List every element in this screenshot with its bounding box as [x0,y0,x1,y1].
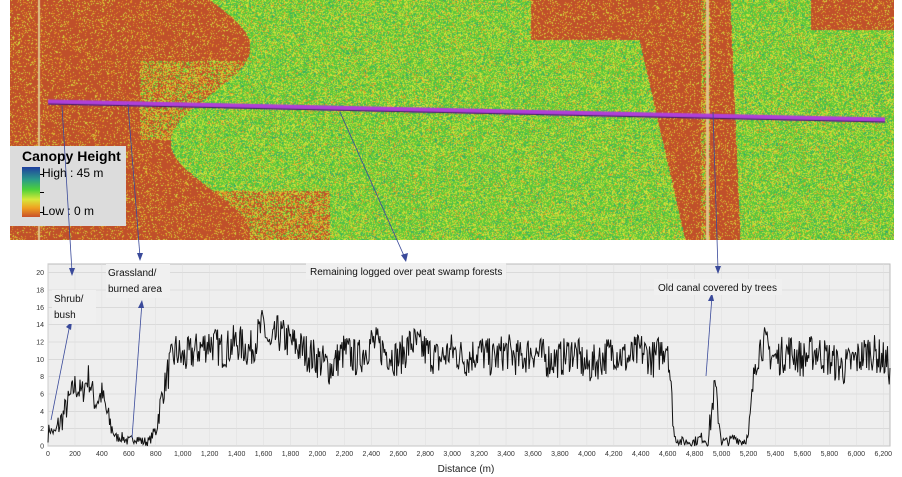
x-tick-label: 0 [46,451,50,458]
x-tick-label: 2,400 [363,451,381,458]
legend-title: Canopy Height [22,148,121,164]
x-tick-label: 5,600 [794,451,812,458]
x-tick-label: 1,600 [255,451,273,458]
y-tick-label: 14 [36,322,44,329]
annotation-box-logged-forest [306,263,506,279]
x-tick-label: 4,600 [659,451,677,458]
x-tick-label: 3,600 [524,451,542,458]
x-tick-label: 4,800 [686,451,704,458]
x-axis-tick-labels: 0 200 400 600 800 1,000 1,200 1,400 1,600 1,800 2,… [46,451,892,458]
x-tick-label: 1,200 [201,451,219,458]
annotation-arrow-grassland [127,103,141,258]
x-tick-label: 1,000 [174,451,192,458]
legend-tick-high [40,174,44,175]
annotation-pointer-canal [705,295,713,377]
canopy-height-map [10,0,894,240]
x-axis-label: Distance (m) [438,464,495,475]
annotation-grassland-line2: burned area [108,284,162,295]
annotation-arrow-canal [712,111,719,271]
x-tick-label: 1,400 [228,451,246,458]
legend: Canopy Height High : 45 m Low : 0 m [10,146,126,226]
legend-color-ramp [22,167,40,217]
annotation-box-shrub [52,290,96,324]
annotations: Shrub/ bush Grassland/ burned area Remai… [50,103,782,439]
y-tick-label: 20 [36,270,44,277]
x-tick-label: 4,000 [578,451,596,458]
y-tick-label: 4 [40,409,44,416]
x-tick-label: 2,800 [416,451,434,458]
annotation-logged-forest: Remaining logged over peat swamp forests [310,267,502,278]
y-tick-label: 6 [40,392,44,399]
x-tick-label: 200 [69,451,81,458]
x-tick-label: 2,000 [309,451,327,458]
annotation-shrub-line2: bush [54,310,76,321]
y-tick-label: 2 [40,426,44,433]
y-tick-label: 0 [40,444,44,451]
arrowhead-grassland-up [138,300,144,308]
x-tick-label: 5,200 [740,451,758,458]
series-line-canopy-profile [47,310,891,447]
x-tick-label: 5,800 [821,451,839,458]
x-tick-label: 1,800 [282,451,300,458]
arrowhead-canal [715,266,721,274]
x-tick-label: 5,000 [713,451,731,458]
x-tick-label: 3,000 [443,451,461,458]
x-tick-label: 3,200 [470,451,488,458]
annotation-arrow-shrub [61,105,73,273]
arrowhead-grassland [137,253,143,261]
x-tick-label: 2,200 [336,451,354,458]
y-tick-label: 18 [36,288,44,295]
x-tick-label: 4,400 [632,451,650,458]
x-tick-label: 400 [96,451,108,458]
x-tick-label: 6,000 [848,451,866,458]
x-tick-label: 3,400 [497,451,515,458]
legend-tick-low [40,212,44,213]
x-tick-label: 4,200 [605,451,623,458]
y-tick-label: 16 [36,305,44,312]
canopy-height-raster [10,0,894,240]
x-tick-label: 5,400 [767,451,785,458]
annotation-pointer-grassland [131,301,143,439]
legend-tick-mid [40,192,44,193]
x-tick-label: 3,800 [551,451,569,458]
y-axis-tick-labels: 0 2 4 6 8 10 12 14 16 18 20 [36,270,44,450]
x-tick-label: 2,600 [390,451,408,458]
annotation-canal: Old canal covered by trees [658,283,777,294]
annotation-box-canal [654,279,782,295]
annotation-grassland-line1: Grassland/ [108,268,157,279]
annotation-pointer-shrub [50,323,71,421]
y-tick-label: 12 [36,340,44,347]
legend-high-label: High : 45 m [42,166,104,180]
x-tick-label: 6,200 [874,451,892,458]
x-tick-label: 600 [123,451,135,458]
arrowhead-shrub [69,268,75,276]
y-tick-label: 10 [36,357,44,364]
annotation-shrub-line1: Shrub/ [54,294,84,305]
grid [47,264,890,447]
y-tick-label: 8 [40,374,44,381]
annotation-arrow-logged-forest [339,111,406,259]
x-tick-label: 800 [150,451,162,458]
annotation-box-grassland [106,264,170,298]
arrowhead-logged-forest [401,253,408,262]
